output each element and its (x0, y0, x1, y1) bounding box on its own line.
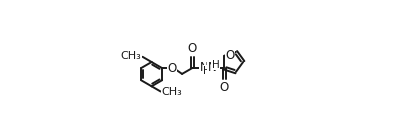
Text: O: O (225, 49, 234, 62)
Text: H: H (203, 66, 211, 76)
Text: N: N (199, 61, 208, 74)
Text: O: O (167, 62, 177, 75)
Text: CH₃: CH₃ (120, 51, 141, 61)
Text: CH₃: CH₃ (161, 87, 182, 97)
Text: O: O (188, 42, 197, 55)
Text: H: H (212, 60, 219, 70)
Text: N: N (208, 61, 217, 74)
Text: O: O (219, 81, 229, 94)
